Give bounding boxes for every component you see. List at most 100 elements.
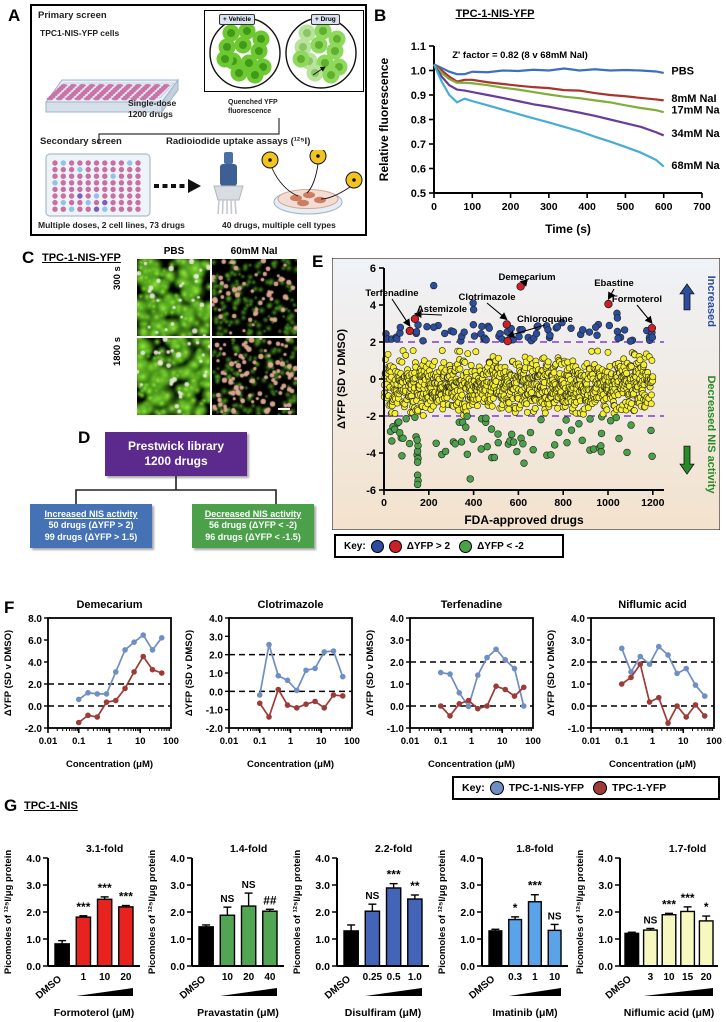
svg-text:1.0: 1.0	[26, 934, 41, 946]
key-dot-yfp	[593, 781, 608, 795]
svg-text:10: 10	[497, 736, 508, 747]
svg-text:DMSO: DMSO	[323, 974, 353, 1002]
svg-text:1.1: 1.1	[411, 41, 426, 53]
svg-text:20: 20	[120, 972, 132, 983]
micrograph-nai-1800s	[212, 338, 297, 415]
svg-text:6: 6	[370, 263, 376, 275]
svg-text:68mM NaI: 68mM NaI	[671, 160, 720, 172]
svg-text:ΔYFP (SD v DMSO): ΔYFP (SD v DMSO)	[546, 630, 557, 716]
svg-text:-1.0: -1.0	[387, 724, 405, 735]
svg-text:6.0: 6.0	[28, 636, 42, 647]
panel-d-decreased-header: Decreased NIS activity	[204, 508, 302, 519]
svg-text:0.7: 0.7	[411, 139, 426, 151]
panel-c-col-header-nai: 60mM NaI	[230, 246, 278, 257]
svg-text:3.0: 3.0	[315, 880, 330, 892]
pipette-and-dish	[213, 150, 363, 215]
svg-text:0.01: 0.01	[582, 736, 601, 747]
svg-text:Formoterol: Formoterol	[612, 294, 662, 305]
panel-f-key-label: Key:	[462, 782, 485, 794]
svg-text:Terfenadine: Terfenadine	[441, 599, 503, 611]
svg-text:Picomoles of ¹²⁵I/μg protein: Picomoles of ¹²⁵I/μg protein	[3, 850, 14, 974]
svg-text:DMSO: DMSO	[34, 974, 64, 1002]
svg-text:0.0: 0.0	[571, 702, 585, 713]
svg-text:3.0: 3.0	[571, 636, 585, 647]
panel-e-key-item-2: ΔYFP < -2	[477, 540, 524, 552]
panel-g-charts: DMSO *** 1 *** 10 *** 20 3.1-fold 0.0 1.0 2.0 3.0 4.…	[0, 818, 726, 1022]
svg-text:500: 500	[617, 201, 635, 213]
svg-text:NS: NS	[365, 891, 379, 902]
svg-text:Chloroquine: Chloroquine	[517, 314, 573, 325]
micrograph-pbs-1800s	[137, 338, 210, 415]
svg-text:ΔYFP (SD v DMSO): ΔYFP (SD v DMSO)	[3, 630, 14, 716]
svg-text:4.0: 4.0	[28, 658, 42, 669]
svg-text:2.0: 2.0	[460, 907, 475, 919]
svg-text:Concentration (μM): Concentration (μM)	[66, 759, 153, 770]
svg-text:0: 0	[370, 374, 376, 386]
svg-text:100: 100	[464, 201, 482, 213]
svg-text:34mM NaI: 34mM NaI	[671, 128, 720, 140]
svg-text:8mM NaI: 8mM NaI	[671, 93, 716, 105]
svg-text:Picomoles of ¹²⁵I/μg protein: Picomoles of ¹²⁵I/μg protein	[437, 850, 448, 974]
svg-text:Ebastine: Ebastine	[594, 278, 634, 289]
svg-text:-4: -4	[366, 448, 377, 460]
svg-text:ΔYFP (SD v DMSO): ΔYFP (SD v DMSO)	[184, 630, 195, 716]
svg-text:-2.0: -2.0	[25, 724, 43, 735]
svg-text:1000: 1000	[596, 497, 620, 509]
svg-text:Clotrimazole: Clotrimazole	[458, 292, 515, 303]
svg-text:600: 600	[510, 497, 528, 509]
svg-text:0.0: 0.0	[460, 961, 475, 973]
svg-text:4.0: 4.0	[209, 614, 223, 625]
svg-text:1: 1	[107, 736, 113, 747]
panel-b-letter: B	[374, 6, 387, 25]
svg-text:0.6: 0.6	[411, 164, 426, 176]
panel-f-charts: Demecarium -2.0 0.0 2.0 4.0 6.0 8.0 0.01 0.1 1 10 1…	[0, 596, 726, 772]
panel-c-row-header-1800s: 1800 s	[112, 336, 123, 366]
svg-text:3.0: 3.0	[170, 880, 185, 892]
svg-text:100: 100	[163, 736, 179, 747]
svg-text:Z' factor = 0.82 (8 v 68mM NaI: Z' factor = 0.82 (8 v 68mM NaI)	[452, 50, 588, 61]
svg-text:***: ***	[98, 881, 112, 895]
svg-text:17mM NaI: 17mM NaI	[671, 105, 720, 117]
svg-text:0.25: 0.25	[363, 972, 383, 983]
svg-text:0.1: 0.1	[434, 736, 448, 747]
panel-d-increased-line2: 99 drugs (ΔYFP > 1.5)	[44, 531, 138, 542]
svg-text:400: 400	[578, 201, 596, 213]
panel-b-chart: 0.5 0.6 0.7 0.8 0.9 1.0 1.1 0 100 200 300 400 500 600…	[374, 22, 720, 237]
svg-text:800: 800	[554, 497, 572, 509]
svg-text:4.0: 4.0	[315, 853, 330, 865]
svg-text:0.8: 0.8	[411, 115, 426, 127]
svg-text:2.2-fold: 2.2-fold	[375, 843, 412, 855]
panel-a-radio-assay-label: Radioiodide uptake assays (¹²⁵I)	[166, 136, 311, 147]
key-dot-nis-yfp	[489, 781, 504, 795]
svg-text:8.0: 8.0	[28, 614, 42, 625]
panel-e-chart: -6 -4 -2 0 2 4 6 0 200 400 600 800 1000 1200 FDA-appro…	[332, 258, 720, 530]
panel-d-letter: D	[78, 428, 91, 447]
svg-text:1.7-fold: 1.7-fold	[669, 843, 706, 855]
panel-d-decreased-line2: 96 drugs (ΔYFP < -1.5)	[205, 531, 301, 542]
svg-text:2.0: 2.0	[390, 658, 404, 669]
svg-text:0.0: 0.0	[390, 702, 404, 713]
micrograph-nai-300s	[212, 259, 297, 336]
svg-text:2.0: 2.0	[598, 907, 613, 919]
panel-f-key-item-1: TPC-1-NIS-YFP	[508, 782, 585, 794]
svg-text:1: 1	[288, 736, 294, 747]
svg-text:NS: NS	[242, 880, 256, 891]
panel-g-title: TPC-1-NIS	[24, 800, 78, 812]
svg-text:0.0: 0.0	[28, 702, 42, 713]
svg-text:Demecarium: Demecarium	[76, 599, 142, 611]
svg-text:2.0: 2.0	[315, 907, 330, 919]
scale-bar	[278, 408, 290, 410]
svg-text:700: 700	[693, 201, 711, 213]
svg-text:***: ***	[681, 891, 695, 905]
svg-text:Imatinib (μM): Imatinib (μM)	[492, 1007, 557, 1019]
svg-text:40: 40	[264, 972, 276, 983]
svg-text:1: 1	[81, 972, 87, 983]
svg-text:DMSO: DMSO	[178, 974, 208, 1002]
panel-d-increased-header: Increased NIS activity	[44, 508, 138, 519]
svg-text:10: 10	[549, 972, 561, 983]
svg-text:Increased: Increased	[705, 276, 717, 327]
svg-text:Pravastatin (μM): Pravastatin (μM)	[197, 1007, 279, 1019]
svg-text:**: **	[410, 879, 420, 893]
svg-text:Demecarium: Demecarium	[498, 272, 555, 283]
svg-text:0.1: 0.1	[615, 736, 629, 747]
